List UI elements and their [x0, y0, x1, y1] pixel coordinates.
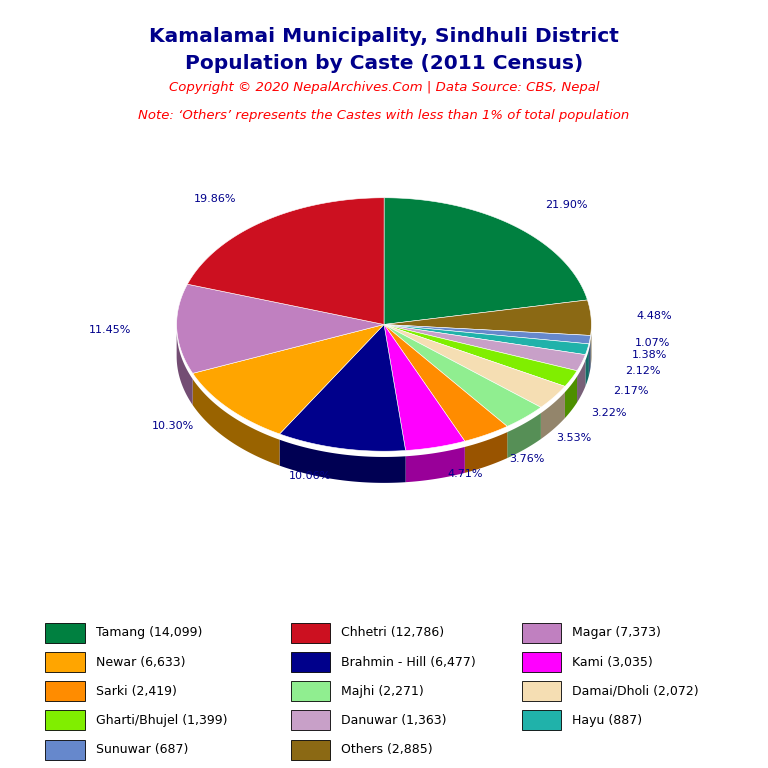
- FancyBboxPatch shape: [45, 623, 84, 643]
- Polygon shape: [565, 376, 577, 418]
- Text: Magar (7,373): Magar (7,373): [572, 627, 661, 639]
- FancyBboxPatch shape: [45, 652, 84, 672]
- Polygon shape: [177, 329, 193, 405]
- Text: Hayu (887): Hayu (887): [572, 714, 642, 727]
- Polygon shape: [384, 324, 591, 344]
- Text: 3.76%: 3.76%: [509, 454, 545, 464]
- Text: Gharti/Bhujel (1,399): Gharti/Bhujel (1,399): [96, 714, 227, 727]
- Text: 4.48%: 4.48%: [637, 311, 672, 321]
- FancyBboxPatch shape: [290, 681, 330, 701]
- Polygon shape: [541, 392, 565, 439]
- Polygon shape: [507, 413, 541, 458]
- Text: 3.22%: 3.22%: [591, 409, 627, 419]
- FancyBboxPatch shape: [290, 740, 330, 760]
- Text: Others (2,885): Others (2,885): [341, 743, 433, 756]
- Text: Note: ‘Others’ represents the Castes with less than 1% of total population: Note: ‘Others’ represents the Castes wit…: [138, 109, 630, 122]
- Text: Sarki (2,419): Sarki (2,419): [96, 685, 177, 697]
- Polygon shape: [280, 324, 406, 451]
- Polygon shape: [577, 360, 585, 402]
- Text: 19.86%: 19.86%: [194, 194, 237, 204]
- Text: 2.12%: 2.12%: [625, 366, 660, 376]
- Text: Copyright © 2020 NepalArchives.Com | Data Source: CBS, Nepal: Copyright © 2020 NepalArchives.Com | Dat…: [169, 81, 599, 94]
- Text: 10.06%: 10.06%: [289, 471, 331, 481]
- FancyBboxPatch shape: [290, 652, 330, 672]
- FancyBboxPatch shape: [521, 623, 561, 643]
- FancyBboxPatch shape: [521, 681, 561, 701]
- FancyBboxPatch shape: [45, 710, 84, 730]
- Text: 10.30%: 10.30%: [151, 422, 194, 432]
- FancyBboxPatch shape: [45, 681, 84, 701]
- Text: Chhetri (12,786): Chhetri (12,786): [341, 627, 444, 639]
- Text: 1.07%: 1.07%: [635, 338, 670, 348]
- FancyBboxPatch shape: [290, 623, 330, 643]
- Text: Population by Caste (2011 Census): Population by Caste (2011 Census): [185, 54, 583, 73]
- Polygon shape: [384, 324, 465, 451]
- Text: Danuwar (1,363): Danuwar (1,363): [341, 714, 447, 727]
- Polygon shape: [384, 324, 565, 407]
- Polygon shape: [384, 324, 541, 426]
- FancyBboxPatch shape: [521, 652, 561, 672]
- Polygon shape: [384, 324, 585, 371]
- FancyBboxPatch shape: [290, 710, 330, 730]
- FancyBboxPatch shape: [521, 710, 561, 730]
- Text: 1.38%: 1.38%: [632, 349, 667, 359]
- Text: Majhi (2,271): Majhi (2,271): [341, 685, 424, 697]
- Text: Brahmin - Hill (6,477): Brahmin - Hill (6,477): [341, 656, 476, 668]
- Text: Kami (3,035): Kami (3,035): [572, 656, 653, 668]
- Text: 21.90%: 21.90%: [545, 200, 588, 210]
- Polygon shape: [589, 341, 591, 376]
- Polygon shape: [465, 432, 507, 473]
- Polygon shape: [585, 349, 589, 386]
- Polygon shape: [384, 198, 588, 324]
- Polygon shape: [406, 447, 465, 482]
- Polygon shape: [384, 324, 589, 355]
- Polygon shape: [193, 379, 280, 465]
- Text: 3.53%: 3.53%: [556, 433, 591, 443]
- Polygon shape: [177, 284, 384, 373]
- Polygon shape: [280, 440, 406, 483]
- Polygon shape: [187, 198, 384, 324]
- Polygon shape: [193, 324, 384, 434]
- Text: Sunuwar (687): Sunuwar (687): [96, 743, 188, 756]
- Text: 2.17%: 2.17%: [613, 386, 648, 396]
- Text: Newar (6,633): Newar (6,633): [96, 656, 185, 668]
- Text: Kamalamai Municipality, Sindhuli District: Kamalamai Municipality, Sindhuli Distric…: [149, 27, 619, 46]
- Polygon shape: [384, 300, 591, 336]
- Text: 11.45%: 11.45%: [89, 325, 131, 335]
- Text: Tamang (14,099): Tamang (14,099): [96, 627, 202, 639]
- Polygon shape: [384, 324, 507, 441]
- Text: 4.71%: 4.71%: [447, 469, 482, 479]
- Polygon shape: [384, 324, 577, 386]
- FancyBboxPatch shape: [45, 740, 84, 760]
- Text: Damai/Dholi (2,072): Damai/Dholi (2,072): [572, 685, 699, 697]
